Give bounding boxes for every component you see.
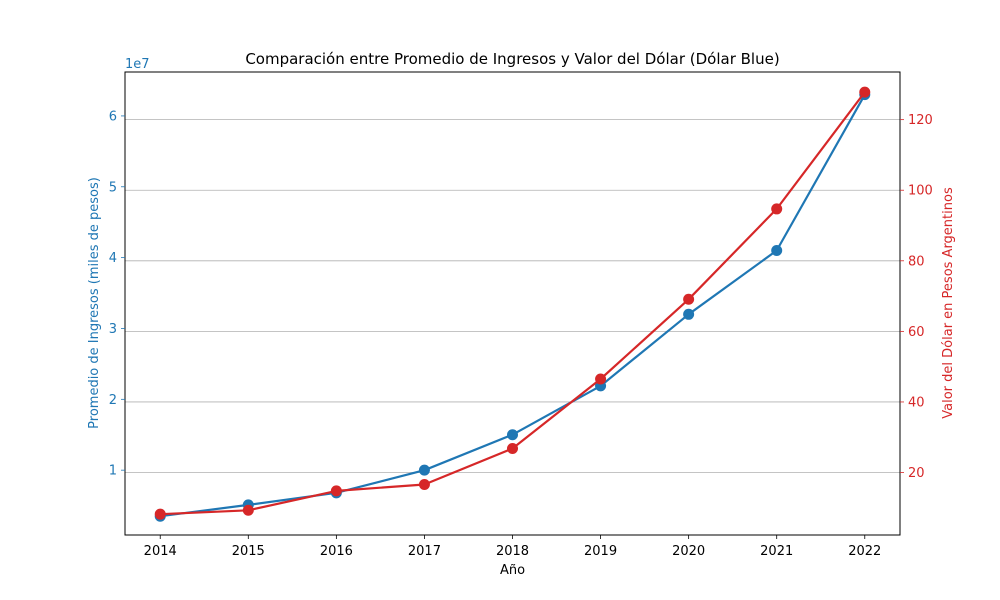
series-1-point-8 (859, 86, 871, 98)
series-0-point-6 (683, 308, 695, 320)
y-left-offset-label: 1e7 (125, 57, 150, 72)
y-left-tick-label-2: 3 (109, 322, 117, 337)
x-tick-label-6: 2020 (672, 544, 705, 559)
y-left-tick-label-1: 2 (109, 393, 117, 408)
x-tick-label-7: 2021 (760, 544, 793, 559)
series-1-point-5 (595, 373, 607, 385)
y-right-tick-label-2: 60 (908, 325, 925, 340)
series-1-point-6 (683, 293, 695, 305)
series-layer (154, 86, 871, 522)
grid-lines (125, 119, 900, 473)
y-right-tick-label-4: 100 (908, 184, 933, 199)
y-left-tick-label-5: 6 (109, 109, 117, 124)
x-tick-label-4: 2018 (496, 544, 529, 559)
x-tick-label-3: 2017 (408, 544, 441, 559)
series-0-point-4 (507, 429, 518, 441)
series-1-point-1 (242, 504, 254, 516)
x-axis-title: Año (500, 563, 525, 578)
x-tick-label-2: 2016 (320, 544, 353, 559)
chart-title: Comparación entre Promedio de Ingresos y… (245, 50, 779, 68)
y-right-axis-title: Valor del Dólar en Pesos Argentinos (941, 187, 956, 419)
series-1-point-0 (154, 508, 166, 520)
x-tick-label-5: 2019 (584, 544, 617, 559)
series-1-point-2 (330, 485, 342, 497)
x-axis: 2014 2015 2016 2017 2018 2019 2020 2021 2022 (144, 535, 881, 559)
y-right-axis: 20 40 60 80 100 120 (900, 113, 933, 481)
y-right-tick-label-0: 20 (908, 466, 925, 481)
series-1-point-4 (507, 443, 518, 455)
y-left-tick-label-0: 1 (109, 464, 117, 479)
series-1-point-7 (771, 203, 783, 215)
x-tick-label-0: 2014 (144, 544, 177, 559)
series-0-point-3 (418, 464, 430, 476)
series-1 (154, 86, 871, 520)
y-left-tick-label-3: 4 (109, 251, 117, 266)
y-right-tick-label-5: 120 (908, 113, 933, 128)
x-tick-label-8: 2022 (848, 544, 881, 559)
series-0 (154, 89, 871, 522)
series-1-point-3 (418, 479, 430, 491)
plot-frame (124, 71, 901, 536)
y-left-tick-label-4: 5 (109, 180, 117, 195)
series-0-point-7 (771, 245, 783, 257)
y-right-tick-label-1: 40 (908, 395, 925, 410)
y-right-tick-label-3: 80 (908, 254, 925, 269)
y-left-axis-title: Promedio de Ingresos (miles de pesos) (87, 177, 102, 429)
y-left-axis: 1 2 3 4 5 6 (109, 109, 125, 479)
x-tick-label-1: 2015 (232, 544, 265, 559)
